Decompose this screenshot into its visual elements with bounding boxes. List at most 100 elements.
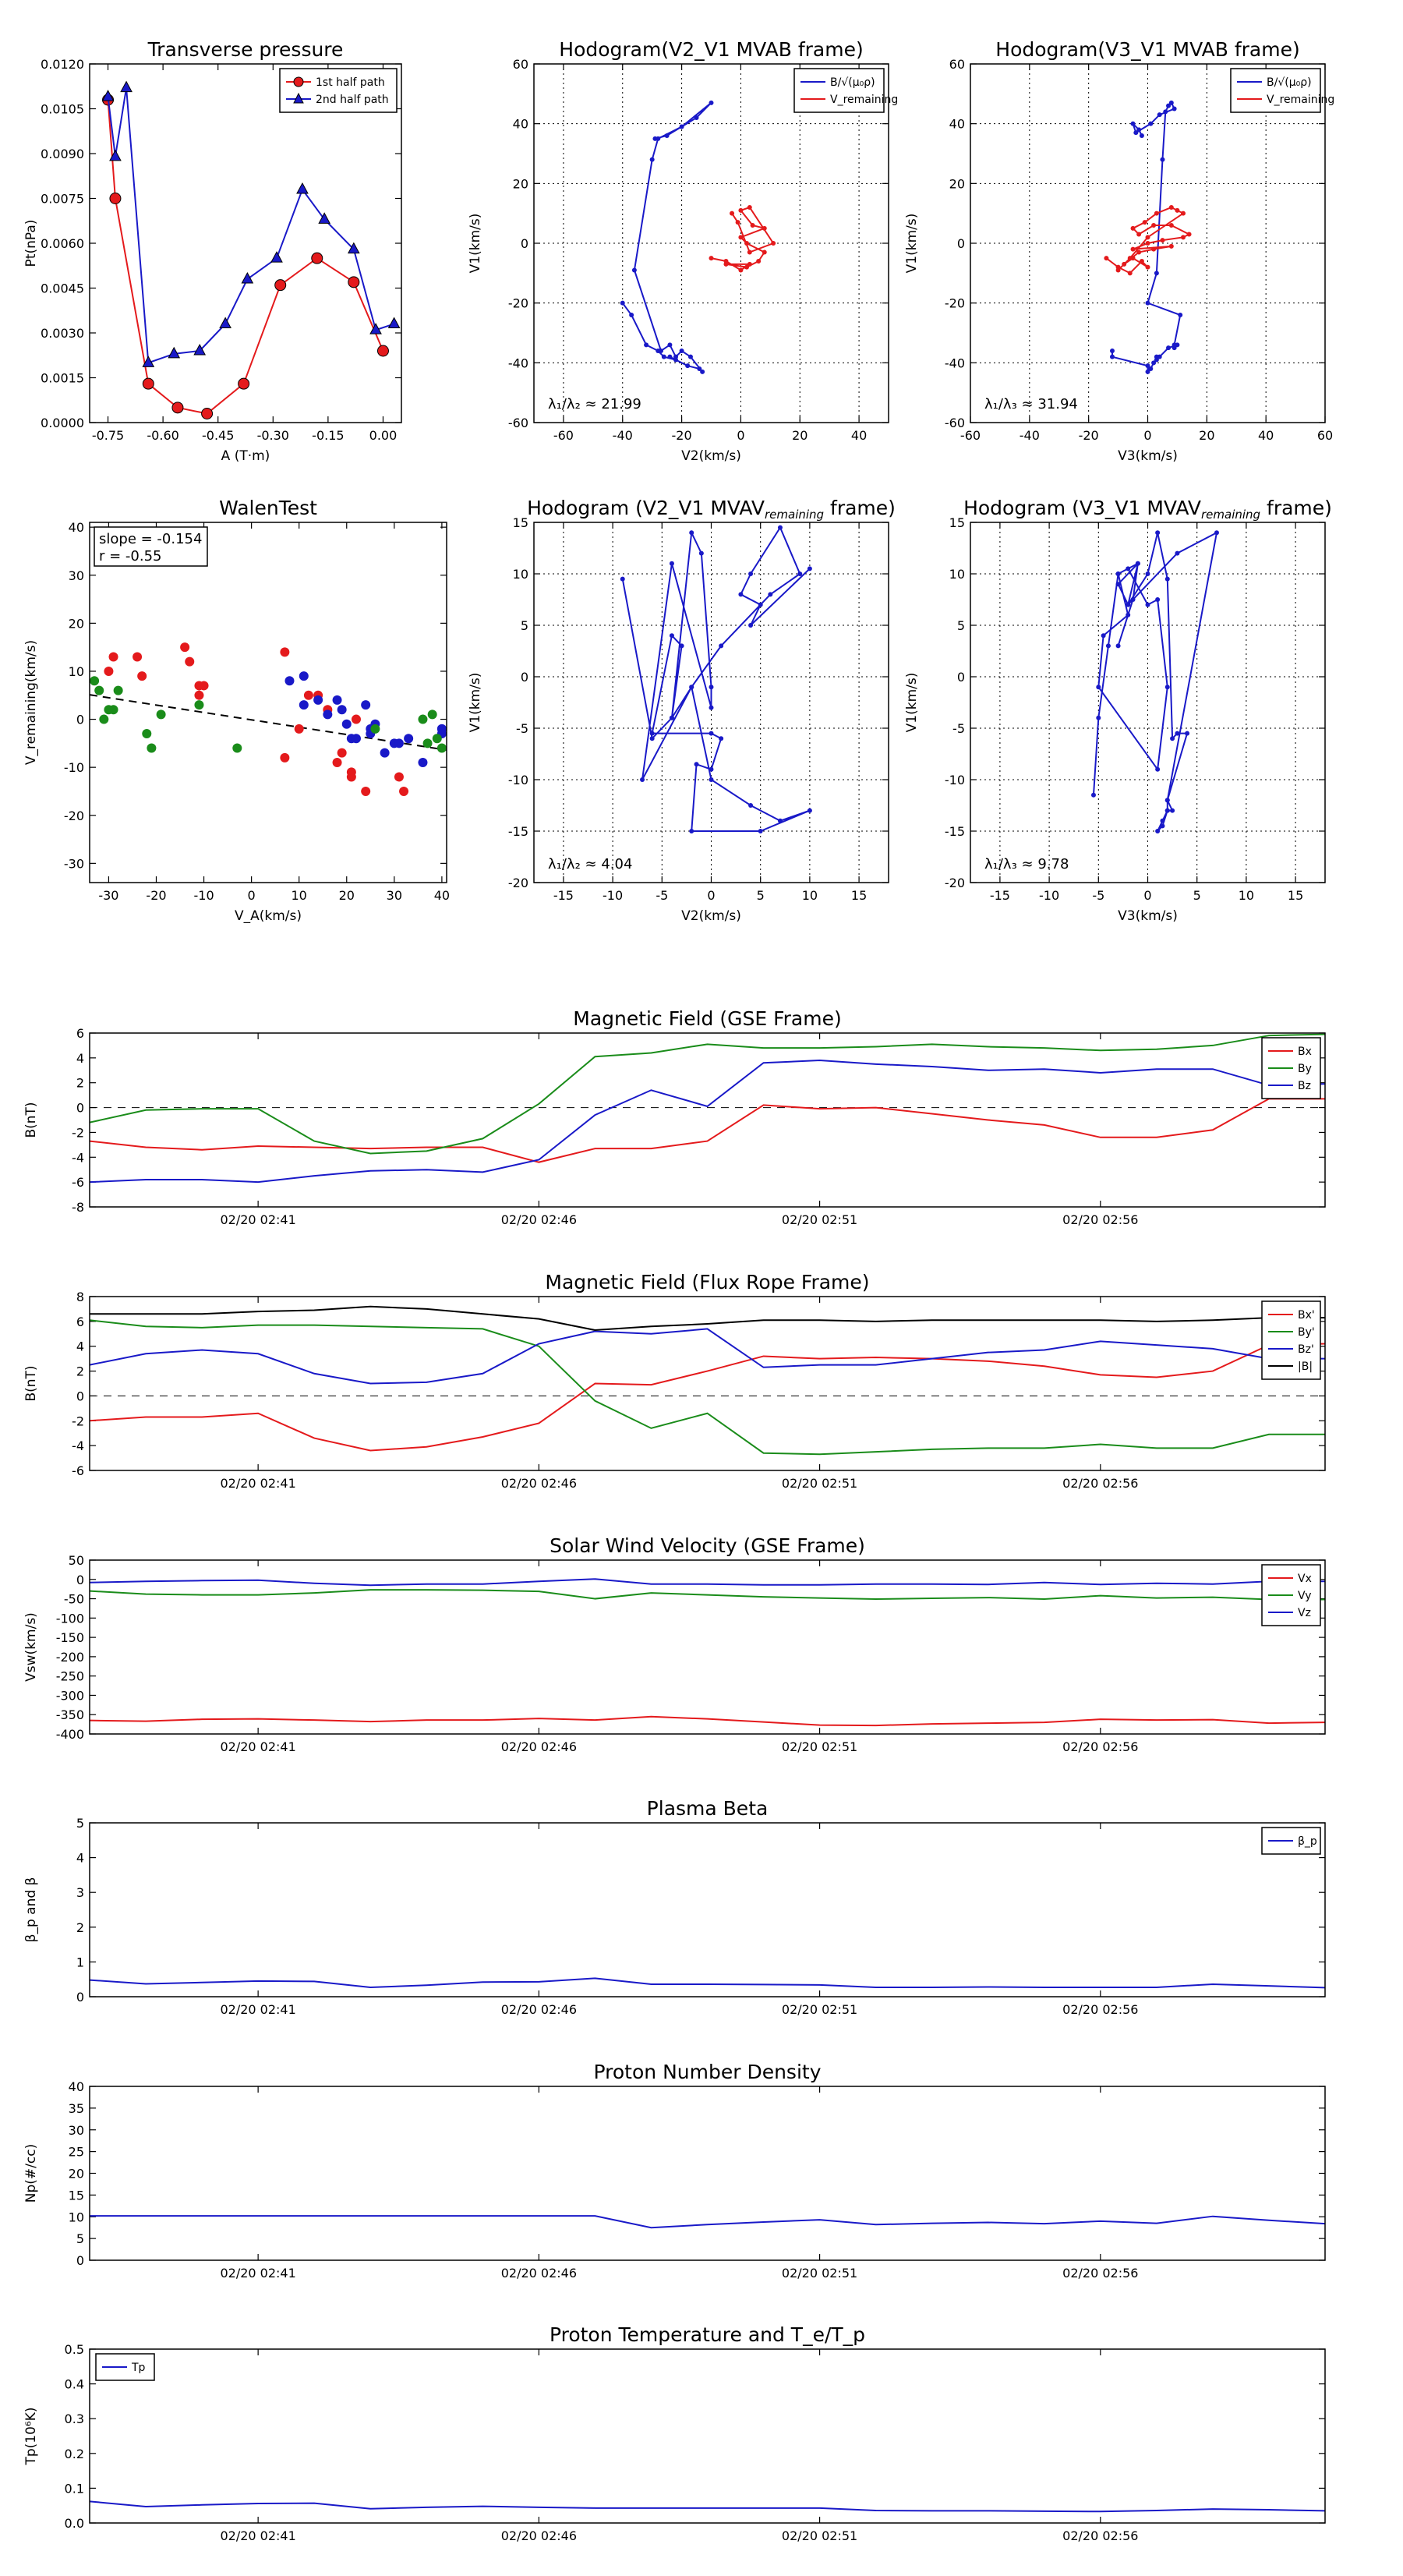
data-point (762, 249, 767, 255)
data-point (1135, 561, 1140, 566)
data-point (620, 576, 625, 582)
data-point (1164, 808, 1170, 813)
plot-frame (533, 63, 889, 423)
x-tick-label: 02/20 02:41 (220, 2002, 295, 2017)
x-tick-label: 5 (757, 888, 765, 903)
y-tick-label: -250 (56, 1669, 84, 1684)
plot-frame (89, 2086, 1326, 2261)
scatter-point (332, 758, 342, 767)
data-point (689, 685, 694, 690)
y-tick-label: 15 (69, 2188, 84, 2203)
data-point (270, 251, 283, 263)
series-beta-0 (90, 1977, 1325, 1989)
data-point (1164, 798, 1170, 803)
scatter-point (294, 724, 304, 734)
y-axis-label: V1(km/s) (468, 214, 483, 274)
data-point (1186, 232, 1192, 237)
series-h4-0 (1090, 530, 1219, 833)
data-point (1170, 736, 1175, 741)
data-point (649, 736, 655, 741)
series-h2-0 (1110, 100, 1183, 374)
series-line (621, 525, 811, 832)
legend-label: By (1298, 1063, 1312, 1075)
data-point (1168, 100, 1174, 105)
y-axis-label: β_p and β (23, 1877, 39, 1943)
x-tick-label: 02/20 02:56 (1062, 1476, 1138, 1491)
data-point (1160, 818, 1165, 823)
data-point (219, 317, 231, 328)
scatter-point (299, 700, 309, 710)
data-point (311, 252, 323, 264)
lambda-ratio-label: λ₁/λ₃ ≈ 9.78 (984, 856, 1069, 872)
chart-h4: -15 -10 -5 0 5 10 15-20-15-10-5051015Hodogram … (904, 497, 1332, 924)
data-point (1163, 109, 1168, 115)
y-tick-label: -20 (508, 876, 528, 890)
data-point (620, 300, 625, 306)
data-point (1126, 566, 1131, 571)
y-tick-label: 0.1 (65, 2481, 84, 2496)
y-tick-label: -10 (945, 773, 965, 787)
chart-title: Proton Number Density (594, 2061, 822, 2083)
data-point (758, 829, 763, 833)
data-point (1172, 342, 1177, 348)
data-point (640, 777, 645, 782)
y-tick-label: 2 (76, 1364, 84, 1379)
series-line (90, 1589, 1325, 1601)
data-point (1130, 121, 1136, 126)
chart-walen: -30 -20 -10 0 10 20 30 40 -30 -20 -10 0 10 20 30 40 Wale… (23, 497, 450, 924)
data-point (142, 356, 155, 367)
data-point (1175, 207, 1180, 213)
y-tick-label: 0.0090 (41, 147, 84, 161)
data-point (1214, 530, 1219, 536)
y-tick-label: 0 (76, 713, 84, 727)
data-point (1178, 313, 1183, 317)
data-point (1151, 360, 1157, 366)
chart-tp: -0.75 -0.60 -0.45 -0.30 -0.15 0.00 0.0000 0.001… (23, 38, 402, 464)
legend-label: V_remaining (830, 94, 898, 106)
y-axis-label: Pt(nPa) (23, 220, 39, 267)
data-point (1172, 106, 1177, 111)
scatter-point (370, 724, 380, 734)
scatter-point (156, 709, 166, 720)
data-point (777, 525, 783, 530)
data-point (1155, 829, 1161, 833)
scatter-point (323, 709, 333, 720)
scatter-point (180, 642, 190, 653)
data-point (1105, 643, 1111, 649)
y-tick-label: -2 (72, 1414, 84, 1428)
data-point (1155, 597, 1161, 602)
chart-title: Hodogram (V2_V1 MVAVremaining frame) (527, 497, 896, 522)
chart-title: Magnetic Field (Flux Rope Frame) (545, 1271, 869, 1293)
data-point (679, 349, 684, 353)
data-point (1148, 366, 1154, 371)
y-tick-label: 0.4 (65, 2377, 84, 2392)
data-point (1170, 808, 1175, 813)
chart-tp2: 02/20 02:41 02/20 02:46 02/20 02:51 02/20 0… (23, 2323, 1326, 2543)
data-point (1185, 731, 1190, 736)
x-tick-label: 15 (1288, 888, 1303, 903)
scatter-point (346, 767, 356, 777)
data-point (738, 267, 744, 273)
chart-vsw: 02/20 02:41 02/20 02:46 02/20 02:51 02/20 0… (23, 1534, 1326, 1754)
data-point (241, 271, 254, 284)
data-point (1115, 582, 1121, 587)
x-tick-label: -60 (553, 428, 574, 443)
x-tick-label: -15 (553, 888, 574, 903)
data-point (1101, 633, 1106, 639)
plot-frame (970, 522, 1326, 883)
y-tick-label: -40 (508, 356, 528, 370)
data-point (730, 211, 735, 216)
y-tick-label: 5 (521, 618, 528, 633)
data-point (719, 736, 724, 741)
data-point (1160, 823, 1165, 829)
legend: β_p (1261, 1827, 1321, 1855)
x-tick-label: 02/20 02:51 (782, 1739, 857, 1754)
data-point (667, 342, 673, 348)
x-tick-label: -5 (656, 888, 668, 903)
y-tick-label: 40 (513, 117, 528, 132)
x-tick-label: 02/20 02:46 (501, 1212, 577, 1227)
data-point (1115, 267, 1121, 273)
legend-label: |B| (1298, 1361, 1313, 1373)
data-point (1136, 249, 1142, 255)
series-mag_gse-0 (90, 1098, 1325, 1163)
